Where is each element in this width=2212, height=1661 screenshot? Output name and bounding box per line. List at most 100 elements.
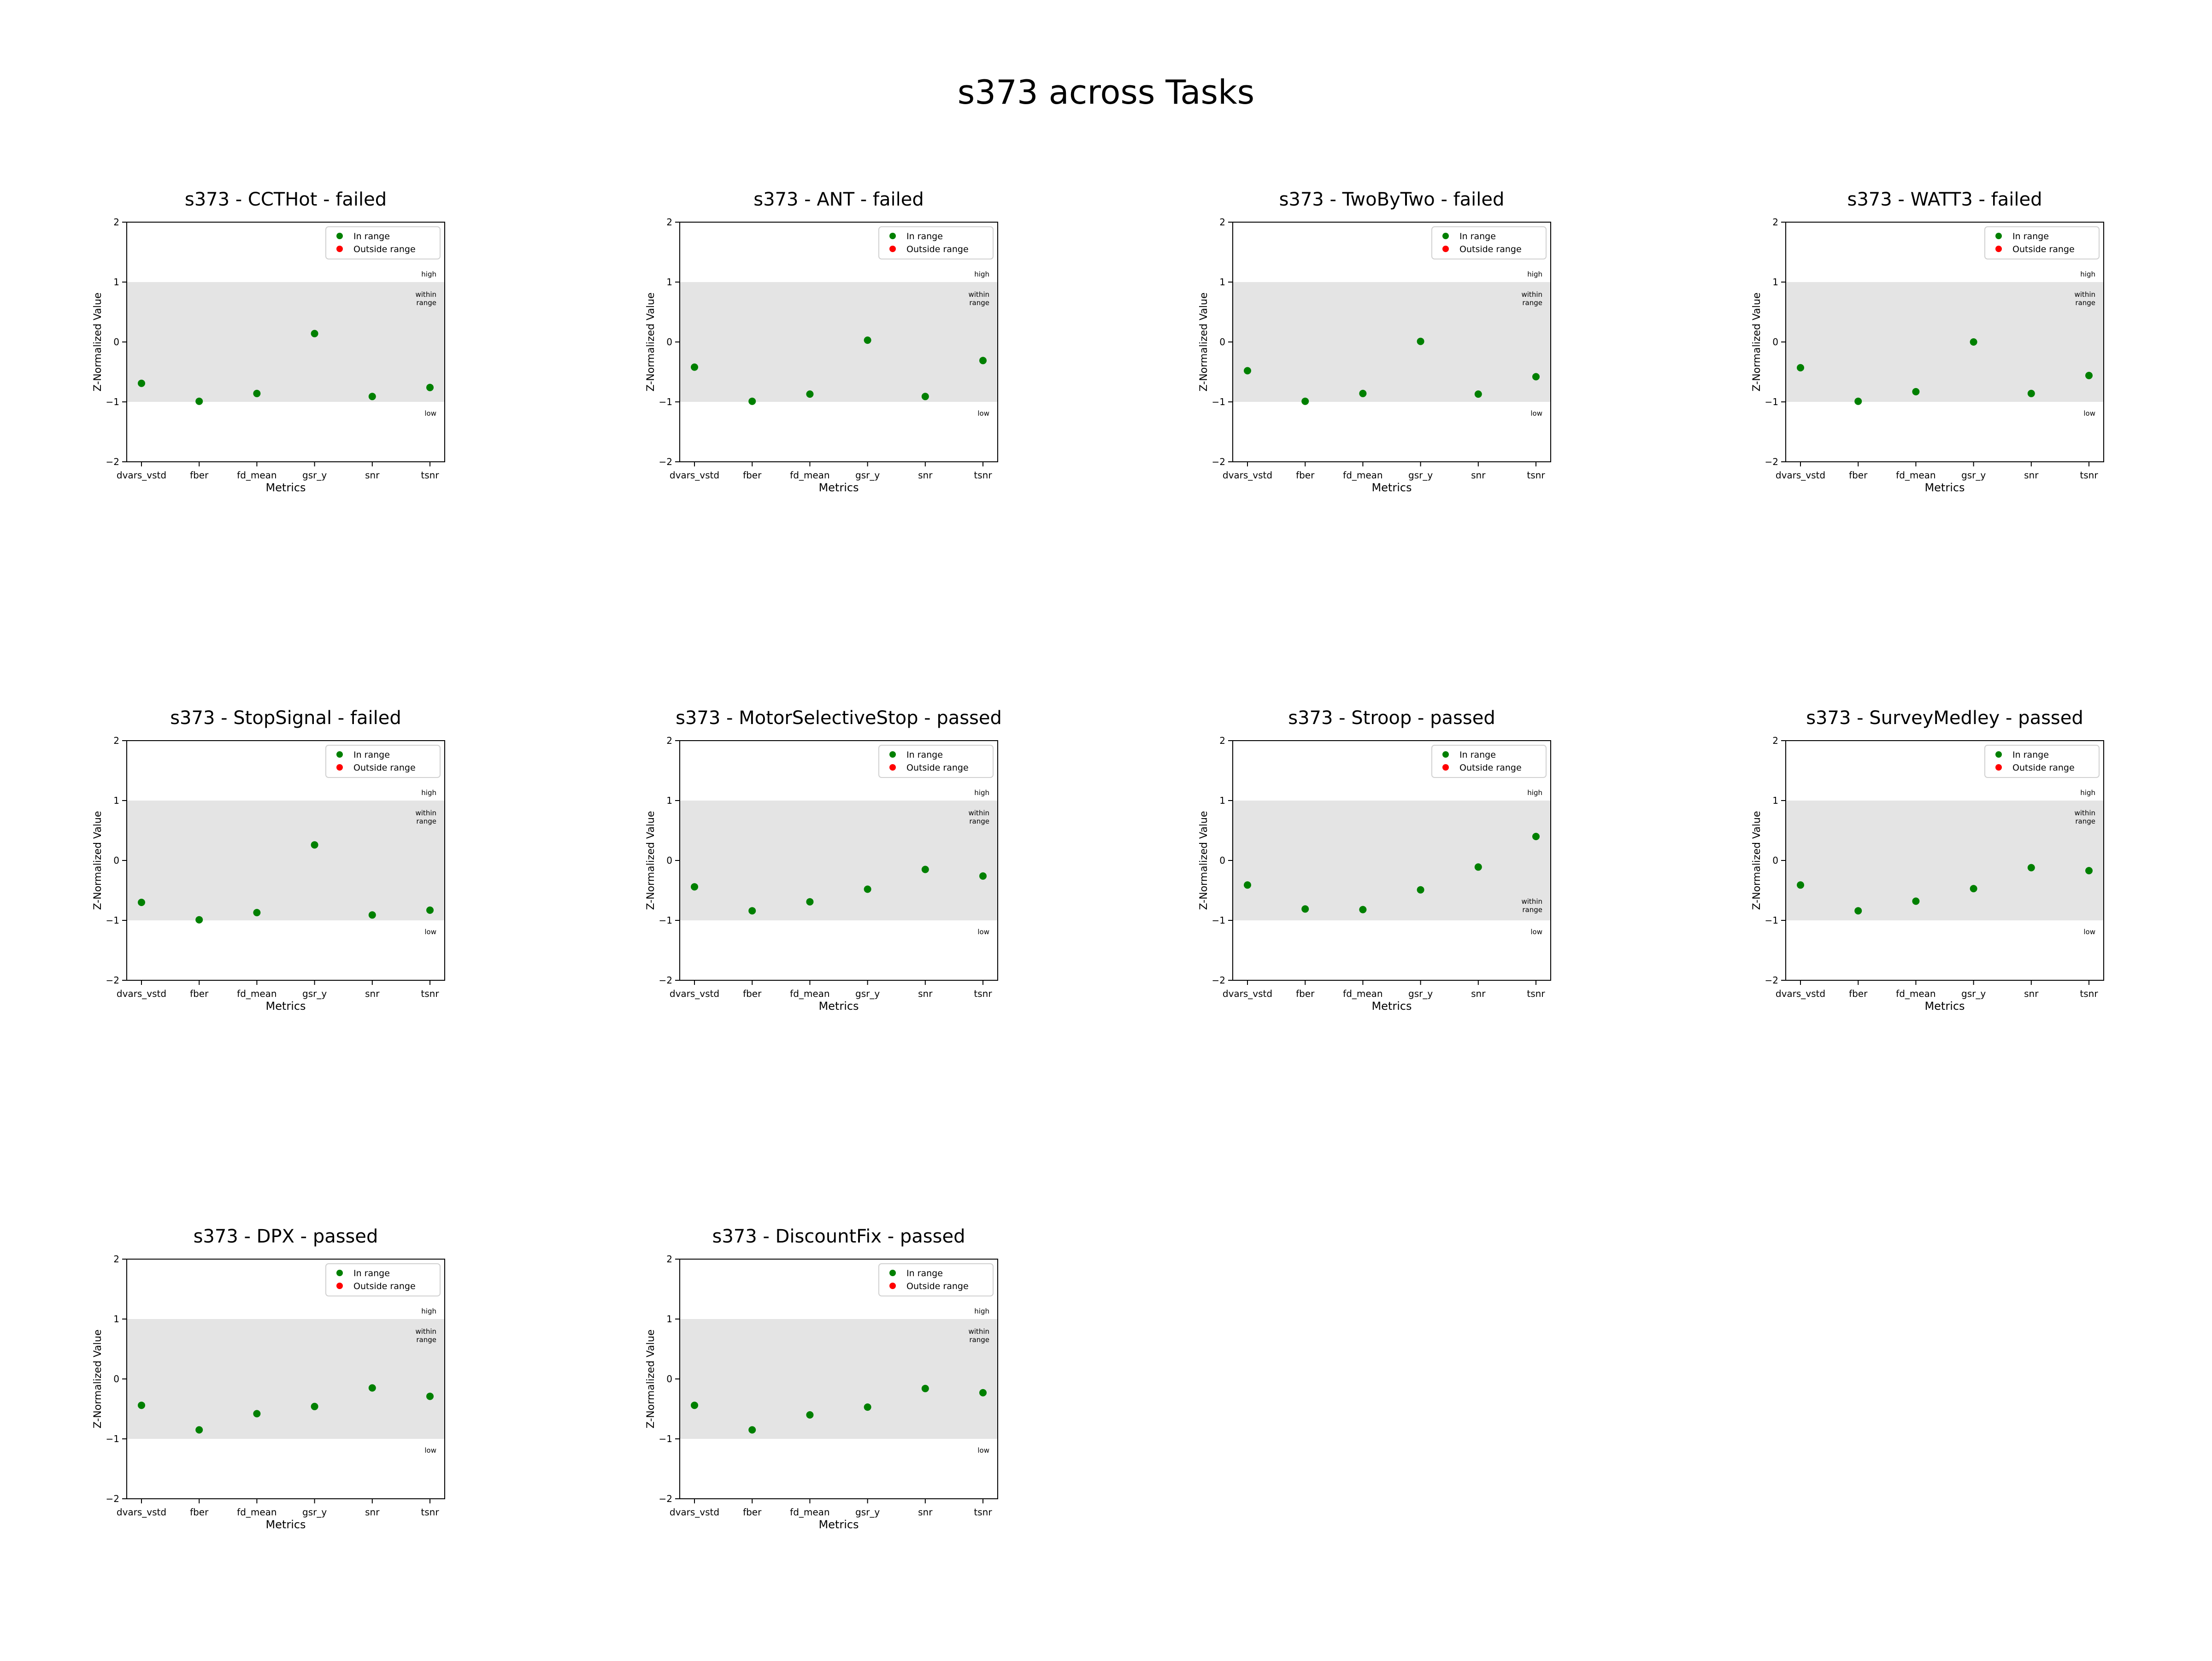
data-point-fd_mean — [1359, 389, 1367, 397]
data-point-fber — [195, 1426, 203, 1434]
data-point-dvars_vstd — [138, 1402, 145, 1409]
x-tick-label: snr — [2024, 988, 2039, 999]
band-label-range: range — [416, 299, 436, 307]
data-point-fber — [1854, 907, 1862, 915]
x-tick-label: fd_mean — [1343, 470, 1382, 481]
y-tick-label: 2 — [113, 217, 119, 228]
x-tick-label: tsnr — [1527, 988, 1545, 999]
data-point-fd_mean — [806, 390, 814, 398]
legend-entry: In range — [906, 1268, 943, 1278]
y-tick-label: 1 — [1219, 795, 1225, 806]
x-tick-label: dvars_vstd — [1776, 988, 1825, 999]
data-point-fber — [195, 916, 203, 924]
legend-marker — [889, 751, 896, 758]
within-range-band — [680, 1319, 998, 1439]
band-label-low: low — [977, 928, 989, 936]
x-tick-label: dvars_vstd — [1776, 470, 1825, 481]
data-point-snr — [368, 911, 376, 919]
y-tick-label: 2 — [1772, 735, 1778, 746]
data-point-gsr_y — [864, 885, 871, 893]
band-label-within: within — [969, 1327, 990, 1336]
y-axis-label: Z-Normalized Value — [1751, 811, 1763, 910]
data-point-tsnr — [1532, 373, 1540, 381]
band-label-high: high — [1527, 270, 1542, 278]
data-point-snr — [921, 393, 929, 401]
legend-marker — [889, 1270, 896, 1276]
legend-marker — [336, 1270, 343, 1276]
data-point-snr — [368, 1384, 376, 1392]
y-tick-label: −1 — [1212, 915, 1225, 926]
x-tick-label: gsr_y — [302, 1507, 327, 1518]
x-tick-label: dvars_vstd — [670, 470, 719, 481]
band-label-range: range — [969, 299, 989, 307]
x-tick-label: fd_mean — [1896, 988, 1936, 999]
y-tick-label: 0 — [1219, 336, 1225, 348]
data-point-fber — [1854, 397, 1862, 405]
data-point-fber — [748, 1426, 756, 1434]
subplot: s373 - DiscountFix - passed −2 −1 0 1 2 dvars_… — [645, 1226, 998, 1531]
x-tick-label: dvars_vstd — [117, 1507, 166, 1518]
legend-marker — [1995, 764, 2002, 771]
x-tick-label: fd_mean — [790, 988, 830, 999]
x-tick-label: fber — [743, 988, 762, 999]
data-point-snr — [2027, 389, 2035, 397]
band-label-high: high — [974, 270, 989, 278]
band-label-range: range — [2075, 299, 2095, 307]
legend-entry: In range — [2012, 750, 2049, 760]
y-tick-label: 1 — [666, 1313, 672, 1325]
data-point-gsr_y — [1417, 337, 1424, 345]
data-point-fber — [1301, 397, 1309, 405]
legend-box — [325, 226, 441, 259]
within-range-band — [1786, 282, 2104, 402]
y-tick-label: −2 — [106, 975, 119, 986]
band-label-high: high — [421, 270, 436, 278]
subplot: s373 - DPX - passed −2 −1 0 1 2 dvars_vstd fber… — [92, 1226, 445, 1531]
band-label-low: low — [2083, 409, 2095, 418]
within-range-band — [1233, 282, 1551, 402]
band-label-range: range — [416, 1336, 436, 1344]
legend-entry: In range — [1459, 750, 1496, 760]
x-tick-label: snr — [918, 470, 933, 481]
data-point-fd_mean — [1912, 388, 1920, 395]
data-point-gsr_y — [1970, 885, 1977, 893]
data-point-gsr_y — [311, 1402, 318, 1410]
x-tick-label: gsr_y — [302, 988, 327, 999]
x-tick-label: gsr_y — [1408, 988, 1433, 999]
legend-box — [1431, 745, 1547, 778]
data-point-gsr_y — [311, 330, 318, 337]
band-label-range: range — [969, 817, 989, 825]
y-axis-label: Z-Normalized Value — [645, 293, 657, 392]
subplot-title: s373 - DPX - passed — [194, 1226, 378, 1247]
data-point-dvars_vstd — [691, 1402, 698, 1409]
x-tick-label: fd_mean — [1343, 988, 1382, 999]
subplot-title: s373 - CCTHot - failed — [185, 189, 387, 210]
data-point-dvars_vstd — [1244, 367, 1251, 375]
legend-entry: Outside range — [353, 763, 416, 773]
y-axis-label: Z-Normalized Value — [1751, 293, 1763, 392]
band-label-within: within — [1522, 290, 1543, 299]
legend-entry: Outside range — [1459, 763, 1522, 773]
y-tick-label: 1 — [113, 1313, 119, 1325]
x-tick-label: tsnr — [421, 988, 439, 999]
x-axis-label: Metrics — [818, 1518, 859, 1531]
data-point-tsnr — [979, 1389, 987, 1396]
data-point-tsnr — [1532, 833, 1540, 840]
x-tick-label: fd_mean — [237, 988, 276, 999]
legend-marker — [336, 233, 343, 239]
legend-entry: Outside range — [906, 244, 969, 254]
band-label-low: low — [977, 409, 989, 418]
band-label-within: within — [969, 809, 990, 817]
x-tick-label: gsr_y — [1961, 988, 1986, 999]
x-tick-label: fber — [743, 470, 762, 481]
y-tick-label: 2 — [113, 1254, 119, 1265]
x-tick-label: dvars_vstd — [117, 470, 166, 481]
x-tick-label: tsnr — [974, 470, 992, 481]
y-tick-label: −2 — [1212, 456, 1225, 467]
band-label-high: high — [974, 789, 989, 797]
x-tick-label: tsnr — [974, 1507, 992, 1518]
data-point-snr — [921, 1384, 929, 1392]
data-point-gsr_y — [1970, 338, 1977, 346]
y-tick-label: −1 — [106, 396, 119, 407]
legend-entry: In range — [1459, 231, 1496, 241]
